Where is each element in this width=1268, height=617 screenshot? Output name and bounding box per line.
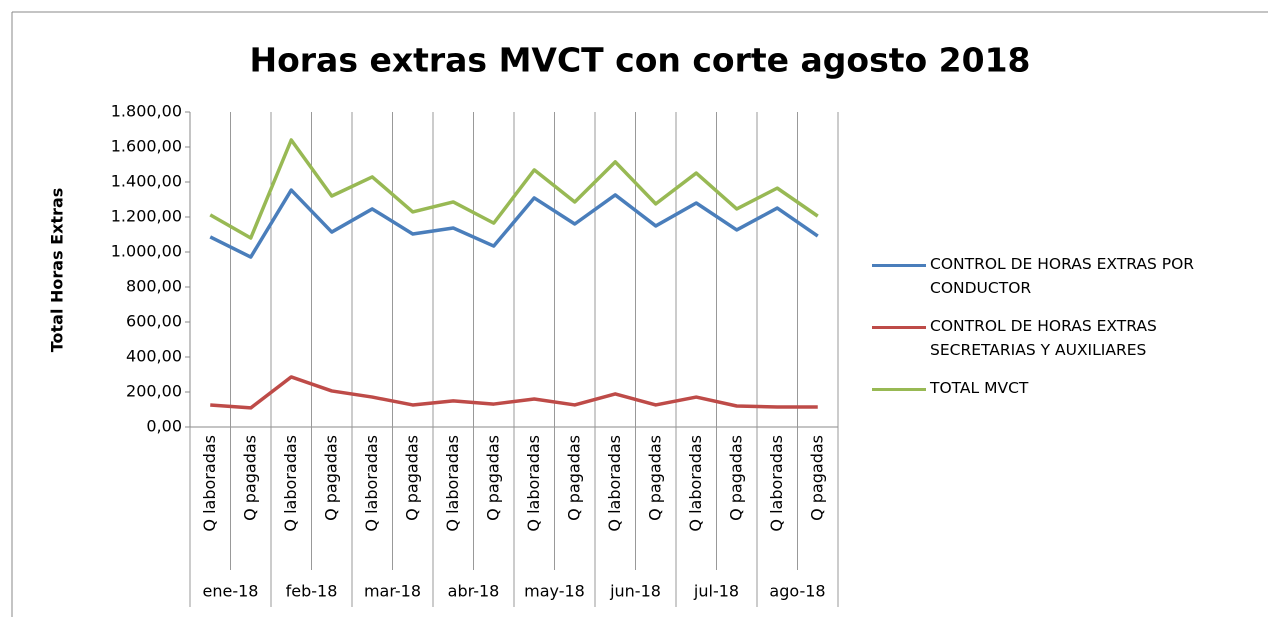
legend: CONTROL DE HORAS EXTRAS POR CONDUCTOR CON…: [872, 252, 1262, 414]
y-tick-label: 1.000,00: [111, 242, 182, 261]
group-label: mar-18: [364, 582, 421, 601]
x-tick-label: Q laboradas: [281, 435, 300, 532]
x-tick-label: Q laboradas: [524, 435, 543, 532]
legend-swatch: [872, 264, 926, 267]
legend-label: CONTROL DE HORAS EXTRAS POR CONDUCTOR: [930, 255, 1195, 297]
x-tick-label: Q laboradas: [686, 435, 705, 532]
y-tick-label: 200,00: [126, 382, 182, 401]
legend-label: TOTAL MVCT: [930, 379, 1029, 397]
x-tick-label: Q pagadas: [321, 435, 340, 521]
group-label: ago-18: [769, 582, 825, 601]
x-tick-label: Q pagadas: [807, 435, 826, 521]
group-label: abr-18: [448, 582, 500, 601]
y-tick-label: 800,00: [126, 277, 182, 296]
legend-item: TOTAL MVCT: [872, 376, 1262, 400]
x-tick-label: Q laboradas: [767, 435, 786, 532]
x-tick-label: Q laboradas: [200, 435, 219, 532]
y-tick-label: 1.600,00: [111, 137, 182, 156]
chart-title: Horas extras MVCT con corte agosto 2018: [249, 41, 1030, 80]
legend-item: CONTROL DE HORAS EXTRAS SECRETARIAS Y AU…: [872, 314, 1262, 362]
series-line: [209, 138, 819, 240]
y-axis-title: Total Horas Extras: [48, 188, 67, 353]
x-tick-label: Q pagadas: [564, 435, 583, 521]
x-tick-label: Q laboradas: [443, 435, 462, 532]
group-label: feb-18: [286, 582, 338, 601]
y-tick-label: 600,00: [126, 312, 182, 331]
series-line: [210, 375, 818, 410]
group-label: jul-18: [693, 582, 739, 601]
group-label: may-18: [524, 582, 585, 601]
y-tick-label: 1.800,00: [111, 102, 182, 121]
y-tick-label: 1.200,00: [111, 207, 182, 226]
series-line: [209, 188, 819, 259]
x-tick-label: Q laboradas: [605, 435, 624, 532]
legend-item: CONTROL DE HORAS EXTRAS POR CONDUCTOR: [872, 252, 1262, 300]
legend-swatch: [872, 388, 926, 391]
y-tick-label: 1.400,00: [111, 172, 182, 191]
legend-swatch: [872, 326, 926, 329]
legend-label: CONTROL DE HORAS EXTRAS SECRETARIAS Y AU…: [930, 317, 1157, 359]
group-label: jun-18: [609, 582, 661, 601]
y-tick-label: 0,00: [146, 417, 182, 436]
group-label: ene-18: [203, 582, 259, 601]
x-tick-label: Q pagadas: [483, 435, 502, 521]
x-tick-label: Q laboradas: [362, 435, 381, 532]
x-tick-label: Q pagadas: [402, 435, 421, 521]
x-tick-label: Q pagadas: [726, 435, 745, 521]
y-tick-label: 400,00: [126, 347, 182, 366]
x-tick-label: Q pagadas: [645, 435, 664, 521]
x-tick-label: Q pagadas: [240, 435, 259, 521]
